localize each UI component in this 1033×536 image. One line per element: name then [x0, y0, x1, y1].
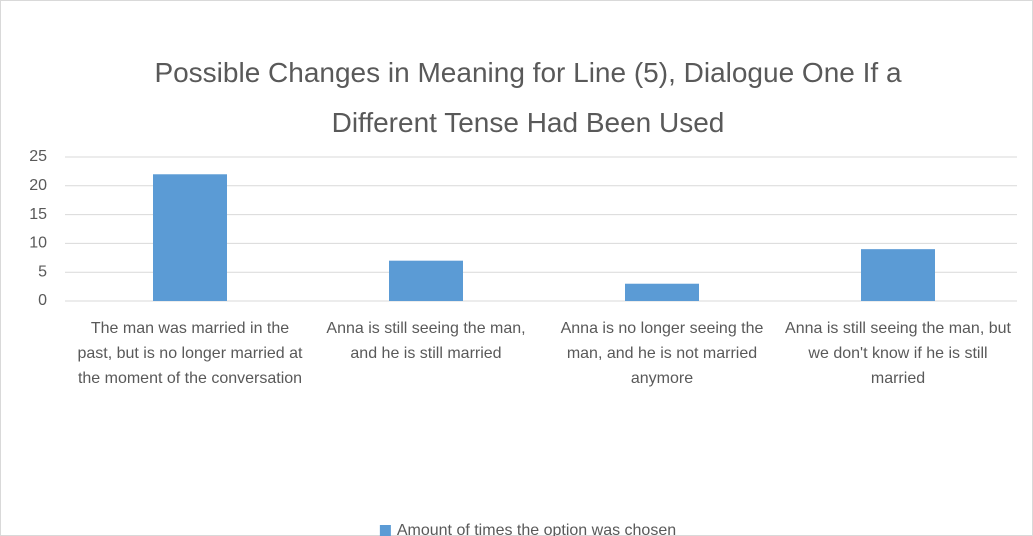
- y-tick-label: 0: [38, 292, 47, 309]
- y-tick-label: 25: [29, 148, 47, 165]
- x-tick-label: Anna is still seeing the man, and he is s…: [326, 320, 525, 362]
- bar: [389, 260, 463, 301]
- y-tick-label: 10: [29, 235, 47, 252]
- y-tick-label: 5: [38, 263, 47, 280]
- bar: [625, 283, 699, 301]
- chart-title: Possible Changes in Meaning for Line (5)…: [154, 57, 902, 138]
- bar: [153, 174, 227, 301]
- bar: [861, 249, 935, 301]
- y-tick-label: 15: [29, 206, 47, 223]
- x-tick-label: Anna is no longer seeing the man, and he …: [561, 320, 764, 387]
- legend-swatch: [379, 525, 391, 536]
- legend-label: Amount of times the option was chosen: [397, 522, 676, 536]
- x-tick-label: The man was married in the past, but is n…: [77, 320, 303, 387]
- x-tick-label: Anna is still seeing the man, but we don'…: [785, 320, 1011, 387]
- y-tick-label: 20: [29, 177, 47, 194]
